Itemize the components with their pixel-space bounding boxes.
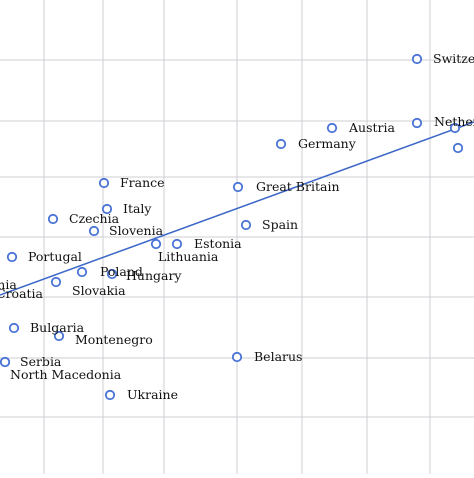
point-label: Bulgaria bbox=[30, 320, 85, 335]
data-point bbox=[47, 213, 59, 225]
data-point bbox=[88, 225, 100, 237]
point-label: Lithuania bbox=[158, 249, 219, 264]
data-point bbox=[6, 251, 18, 263]
data-point bbox=[106, 268, 118, 280]
data-point bbox=[231, 351, 243, 363]
data-point bbox=[275, 138, 287, 150]
data-point bbox=[411, 53, 423, 65]
point-label: Austria bbox=[348, 120, 395, 135]
data-point bbox=[53, 330, 65, 342]
point-label: Hungary bbox=[126, 268, 182, 283]
point-label: Switzerland bbox=[433, 51, 474, 66]
trendline bbox=[0, 121, 474, 296]
point-label: Ukraine bbox=[127, 387, 178, 402]
data-point bbox=[240, 219, 252, 231]
data-point bbox=[98, 177, 110, 189]
point-label: Slovenia bbox=[109, 223, 164, 238]
data-point bbox=[232, 181, 244, 193]
data-point bbox=[171, 238, 183, 250]
point-label: Italy bbox=[123, 201, 152, 216]
point-label: Slovakia bbox=[72, 283, 126, 298]
data-point bbox=[326, 122, 338, 134]
point-label: Germany bbox=[298, 136, 357, 151]
data-point bbox=[101, 203, 113, 215]
data-point bbox=[50, 276, 62, 288]
data-point bbox=[104, 389, 116, 401]
point-label: Croatia bbox=[0, 286, 44, 301]
data-point bbox=[0, 356, 11, 368]
data-point bbox=[452, 142, 464, 154]
trendline-layer bbox=[0, 121, 474, 296]
point-label: Netherlands bbox=[434, 114, 474, 129]
point-label: Belarus bbox=[254, 349, 302, 364]
point-label: Serbia bbox=[20, 354, 62, 369]
point-label: Czechia bbox=[69, 211, 120, 226]
data-point bbox=[76, 266, 88, 278]
point-label: mania bbox=[0, 277, 17, 292]
point-label: Poland bbox=[100, 264, 143, 279]
point-label: France bbox=[120, 175, 165, 190]
data-point bbox=[449, 122, 461, 134]
data-point bbox=[8, 322, 20, 334]
point-label: Portugal bbox=[28, 249, 82, 264]
point-label: Spain bbox=[262, 217, 298, 232]
points-layer bbox=[0, 53, 464, 401]
labels-layer: Switzerland Austria Netherlands Germany Fran… bbox=[0, 51, 474, 402]
point-label: Estonia bbox=[194, 236, 242, 251]
point-label: North Macedonia bbox=[10, 367, 122, 382]
data-point bbox=[150, 238, 162, 250]
point-label: Montenegro bbox=[75, 332, 153, 347]
point-label: Great Britain bbox=[256, 179, 340, 194]
data-point bbox=[411, 117, 423, 129]
